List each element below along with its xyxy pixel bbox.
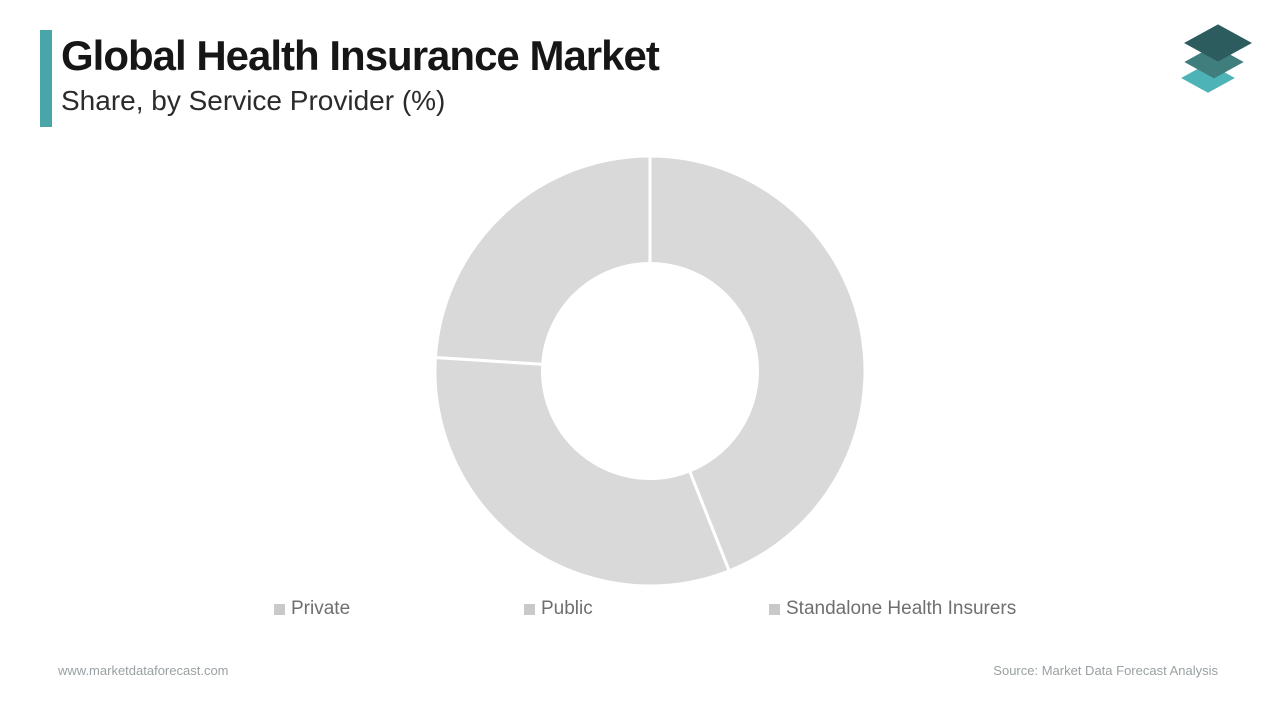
legend-marker-icon (524, 603, 535, 615)
page-subtitle: Share, by Service Provider (%) (61, 85, 446, 116)
title-accent-bar (40, 30, 52, 127)
legend-marker-icon (769, 603, 780, 615)
website-url: www.marketdataforecast.com (58, 663, 229, 678)
legend-label: Private (291, 598, 351, 619)
donut-slice-public (433, 355, 732, 588)
page-title: Global Health Insurance Market (61, 32, 660, 79)
legend-label: Public (541, 598, 593, 619)
market-data-forecast-logo-icon (1181, 24, 1255, 96)
legend-label: Standalone Health Insurers (786, 598, 1017, 619)
chart-legend: Private Public Standalone Health Insurer… (0, 596, 1280, 620)
legend-item-public: Public (524, 598, 593, 620)
donut-chart (433, 154, 867, 588)
source-attribution: Source: Market Data Forecast Analysis (993, 663, 1218, 678)
legend-marker-icon (274, 603, 285, 615)
donut-slice-standalone-health-insurers (433, 154, 652, 366)
legend-item-private: Private (274, 598, 350, 620)
donut-slice-private (648, 154, 867, 573)
legend-item-standalone-health-insurers: Standalone Health Insurers (769, 598, 1016, 620)
